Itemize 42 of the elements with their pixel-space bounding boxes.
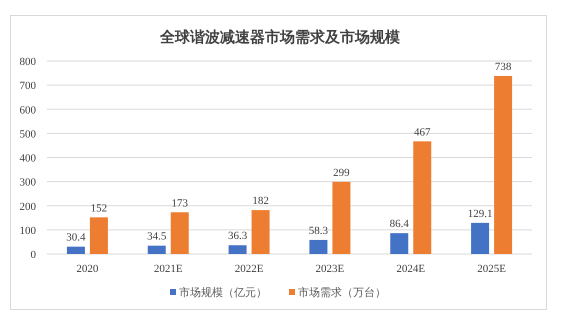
chart-title: 全球谐波减速器市场需求及市场规模 [159, 28, 401, 46]
x-tick-label: 2020 [76, 263, 99, 275]
data-label: 299 [333, 166, 350, 179]
bar [170, 212, 189, 254]
x-tick-label: 2023E [316, 263, 345, 275]
data-label: 34.5 [147, 230, 167, 243]
legend-label: 市场规模（亿元） [179, 286, 267, 299]
bar [148, 246, 166, 254]
x-tick-label: 2024E [396, 263, 426, 275]
y-tick-label: 100 [20, 224, 36, 237]
data-label: 58.3 [308, 224, 329, 237]
legend-label: 市场需求（万台） [298, 286, 386, 299]
y-tick-label: 400 [20, 152, 36, 164]
y-tick-label: 300 [20, 176, 36, 189]
y-tick-label: 500 [20, 128, 36, 140]
data-label: 182 [252, 195, 269, 208]
data-label: 86.4 [390, 218, 410, 230]
data-label: 467 [414, 126, 431, 138]
y-tick-label: 0 [30, 249, 36, 261]
x-tick-label: 2021E [154, 263, 183, 275]
bar [390, 233, 408, 254]
data-label: 173 [172, 197, 188, 210]
bar [90, 217, 108, 254]
data-label: 738 [494, 60, 512, 73]
y-tick-label: 600 [20, 104, 36, 116]
bar [471, 222, 490, 254]
bar [66, 246, 85, 254]
data-label: 36.3 [228, 230, 248, 242]
y-tick-label: 200 [20, 200, 36, 213]
x-tick-label: 2025E [477, 263, 506, 275]
bar [309, 240, 328, 254]
data-label: 152 [90, 202, 108, 214]
data-label: 30.4 [66, 232, 86, 244]
bar [252, 210, 270, 254]
bar [494, 76, 512, 254]
bar [228, 245, 247, 254]
y-tick-label: 700 [20, 80, 36, 92]
bar [332, 182, 350, 254]
y-tick-label: 800 [20, 56, 36, 68]
bar [413, 141, 432, 254]
x-tick-label: 2022E [234, 263, 264, 275]
data-label: 129.1 [468, 208, 492, 220]
